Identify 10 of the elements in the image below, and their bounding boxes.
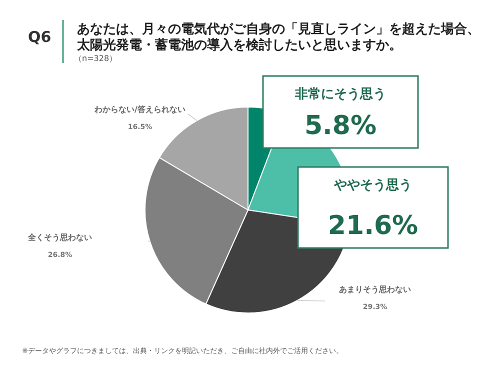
- slice-label: 全くそう思わない: [27, 233, 92, 242]
- slice-label: ややそう思う: [333, 178, 412, 193]
- slice-label: あまりそう思わない: [339, 285, 411, 294]
- chart-subtitle: （n=328）: [74, 54, 118, 63]
- data-label: 5.8%: [304, 111, 377, 141]
- data-label: 21.6%: [328, 211, 418, 241]
- chart-title: あなたは、月々の電気代がご自身の「見直しライン」を超えた場合、太陽光発電・蓄電池の導入を検討したいと思いますか。: [76, 21, 480, 53]
- slice-label: わからない/答えられない: [94, 105, 186, 114]
- text: Q6: [28, 28, 52, 46]
- slice-label: 非常にそう思う: [294, 87, 386, 102]
